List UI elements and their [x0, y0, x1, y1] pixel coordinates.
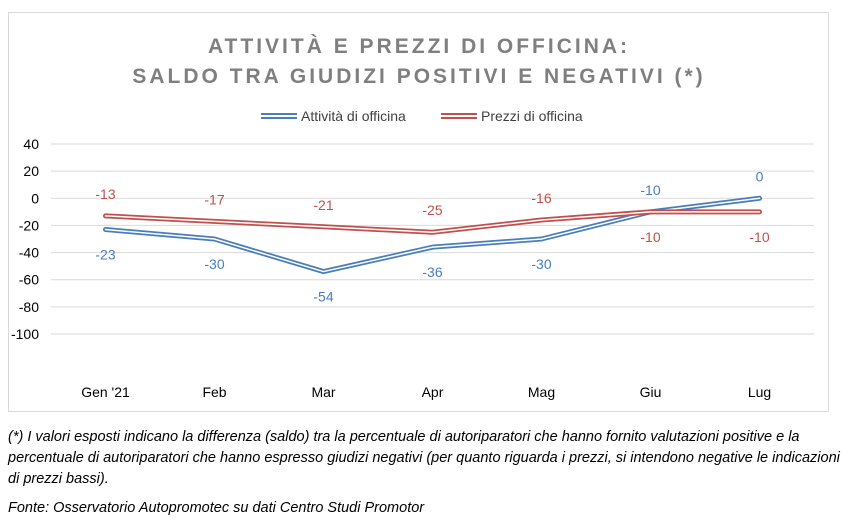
data-label-attivita: -10: [640, 182, 660, 198]
x-tick-label: Feb: [202, 384, 226, 400]
legend-item-prezzi: Prezzi di officina: [441, 108, 583, 124]
x-axis: Gen '21 Feb Mar Apr Mag Giu Lug: [81, 384, 771, 400]
y-tick-label: -100: [11, 326, 39, 342]
legend-item-attivita: Attività di officina: [261, 108, 406, 124]
data-label-prezzi: -17: [204, 191, 224, 207]
series-line-inner-prezzi: [104, 211, 761, 233]
y-tick-label: 20: [23, 163, 39, 179]
source-note: Fonte: Osservatorio Autopromotec su dati…: [8, 500, 425, 516]
x-tick-label: Mag: [528, 384, 555, 400]
data-label-attivita: -36: [422, 264, 442, 280]
y-tick-label: -20: [19, 217, 39, 233]
chart-frame: ATTIVITÀ E PREZZI DI OFFICINA: SALDO TRA…: [8, 12, 829, 412]
line-chart: ATTIVITÀ E PREZZI DI OFFICINA: SALDO TRA…: [11, 35, 814, 400]
legend: Attività di officina Prezzi di officina: [261, 108, 583, 124]
y-tick-label: -40: [19, 245, 39, 261]
data-labels: -23 -30 -54 -36 -30 -10 0 -13 -17 -21 -25 -16 -10 -10: [95, 168, 769, 304]
chart-title-line-2: SALDO TRA GIUDIZI POSITIVI E NEGATIVI (*…: [132, 65, 705, 88]
y-tick-label: -80: [19, 299, 39, 315]
data-label-prezzi: -25: [422, 202, 442, 218]
data-label-prezzi: -13: [95, 186, 115, 202]
chart-title-line-1: ATTIVITÀ E PREZZI DI OFFICINA:: [208, 35, 630, 58]
x-tick-label: Mar: [311, 384, 335, 400]
y-tick-label: 40: [23, 136, 39, 152]
y-axis: 40 20 0 -20 -40 -60 -80 -100: [11, 136, 39, 342]
x-tick-label: Gen '21: [81, 384, 130, 400]
data-label-prezzi: -10: [749, 229, 769, 245]
data-label-attivita: -30: [204, 256, 224, 272]
data-label-prezzi: -16: [531, 190, 551, 206]
legend-label-prezzi: Prezzi di officina: [481, 108, 583, 124]
series-layer: [103, 195, 762, 275]
data-label-prezzi: -10: [640, 229, 660, 245]
x-tick-label: Giu: [640, 384, 662, 400]
data-label-attivita: -23: [95, 247, 115, 263]
data-label-attivita: -30: [531, 256, 551, 272]
data-label-attivita: 0: [756, 168, 764, 184]
footnote: (*) I valori esposti indicano la differe…: [8, 429, 840, 487]
x-tick-label: Apr: [422, 384, 444, 400]
y-tick-label: -60: [19, 272, 39, 288]
data-label-prezzi: -21: [313, 197, 333, 213]
y-tick-label: 0: [31, 190, 39, 206]
x-tick-label: Lug: [748, 384, 771, 400]
gridlines: [51, 143, 814, 335]
legend-label-attivita: Attività di officina: [301, 108, 406, 124]
data-label-attivita: -54: [313, 289, 333, 305]
